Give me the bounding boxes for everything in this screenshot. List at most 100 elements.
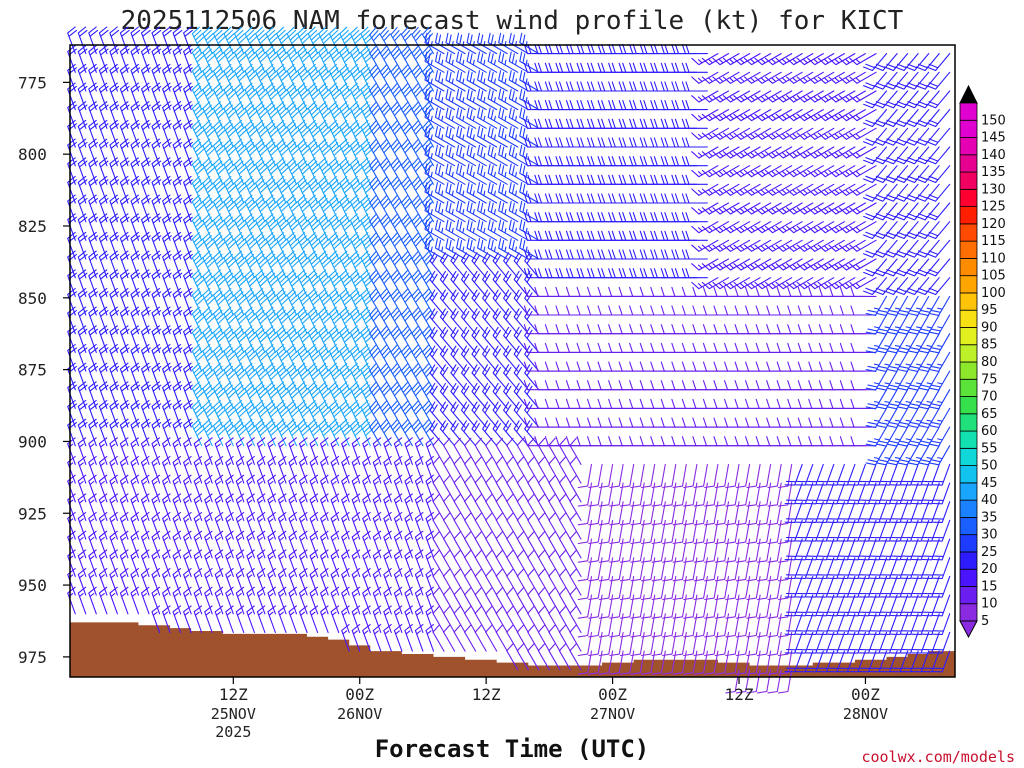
wind-barb	[693, 463, 708, 489]
wind-barb	[383, 605, 392, 634]
wind-barb	[286, 101, 300, 129]
wind-barb	[868, 631, 888, 654]
wind-barb	[390, 381, 403, 409]
wind-barb	[863, 90, 888, 109]
wind-barb	[339, 250, 352, 279]
wind-barb	[900, 538, 919, 561]
wind-barb	[439, 345, 456, 372]
wind-barb	[349, 232, 363, 260]
wind-barb	[466, 88, 487, 111]
wind-barb	[890, 557, 909, 580]
wind-barb	[508, 219, 529, 241]
wind-barb	[307, 418, 321, 447]
wind-barb	[796, 53, 824, 66]
wind-barb	[443, 624, 456, 652]
wind-barb	[805, 594, 824, 617]
wind-barb	[286, 269, 300, 297]
wind-barb	[537, 624, 550, 652]
wind-barb	[506, 587, 519, 615]
wind-barb	[421, 307, 435, 335]
wind-barb	[288, 474, 298, 503]
wind-barb	[98, 343, 109, 372]
wind-barb	[390, 213, 403, 241]
wind-barb	[816, 613, 835, 636]
wind-barb	[894, 90, 919, 109]
wind-barb	[516, 587, 529, 615]
wind-barb	[450, 326, 466, 353]
wind-barb	[548, 475, 561, 503]
wind-barb	[244, 157, 258, 185]
wind-barb	[921, 501, 940, 523]
wind-barb	[193, 455, 203, 484]
wind-barb	[784, 650, 803, 673]
wind-barb	[193, 530, 203, 559]
wind-barb	[443, 549, 456, 578]
wind-barb	[369, 307, 382, 335]
wind-barb	[527, 605, 540, 634]
wind-barb	[527, 475, 540, 503]
wind-barb	[400, 419, 413, 447]
wind-barb	[884, 165, 909, 184]
wind-barb	[826, 501, 845, 523]
wind-barb	[328, 362, 342, 391]
wind-barb	[328, 213, 342, 241]
wind-barb	[298, 474, 308, 503]
wind-barb	[456, 200, 477, 223]
wind-barb	[911, 575, 930, 598]
wind-barb	[151, 82, 162, 111]
wind-barb	[77, 250, 88, 279]
wind-barb	[868, 613, 888, 636]
wind-barb	[492, 252, 508, 279]
wind-barb	[858, 613, 877, 636]
wind-barb	[309, 474, 319, 503]
wind-barb	[119, 101, 130, 129]
wind-barb	[453, 605, 466, 634]
wind-barb	[466, 219, 487, 241]
wind-barb	[443, 456, 456, 484]
colorbar-swatch	[959, 586, 978, 605]
wind-barb	[109, 175, 120, 204]
wind-barb	[379, 419, 392, 447]
wind-barb	[98, 586, 108, 615]
wind-barb	[286, 400, 300, 428]
wind-barb	[837, 650, 856, 673]
wind-barb	[900, 650, 919, 673]
wind-barb	[88, 26, 99, 55]
wind-barb	[369, 400, 382, 428]
wind-barb	[119, 455, 129, 484]
wind-barb	[400, 101, 413, 129]
wind-barb	[233, 26, 247, 55]
wind-barb	[255, 45, 268, 73]
wind-barb	[390, 194, 403, 223]
wind-barb	[485, 475, 498, 503]
wind-barb	[369, 157, 382, 185]
wind-barb	[918, 370, 940, 391]
wind-barb	[569, 568, 582, 596]
wind-barb	[884, 258, 909, 277]
wind-barb	[349, 325, 363, 353]
wind-barb	[183, 586, 192, 615]
wind-barb	[298, 530, 308, 559]
wind-barb	[817, 127, 845, 140]
wind-barb	[404, 493, 413, 521]
wind-barb	[926, 146, 951, 165]
wind-barb	[286, 418, 300, 447]
wind-barb	[140, 231, 151, 260]
wind-barb	[503, 382, 519, 409]
wind-barb	[838, 202, 866, 215]
wind-barb	[764, 183, 793, 196]
wind-barb	[807, 53, 835, 66]
wind-barb	[911, 613, 930, 636]
wind-barb	[743, 221, 772, 234]
wind-barb	[233, 63, 247, 92]
wind-barb	[884, 221, 909, 240]
wind-barb	[918, 351, 940, 372]
wind-barb	[276, 63, 289, 92]
wind-barb	[328, 157, 342, 185]
wind-barb	[119, 269, 130, 297]
wind-barb	[244, 26, 258, 55]
wind-barb	[202, 325, 215, 353]
wind-barb	[712, 71, 740, 84]
wind-barb	[424, 126, 445, 148]
wind-barb	[255, 175, 268, 204]
